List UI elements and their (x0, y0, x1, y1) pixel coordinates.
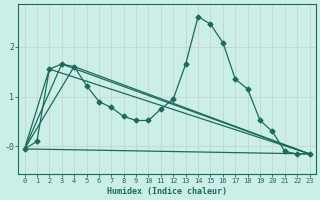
X-axis label: Humidex (Indice chaleur): Humidex (Indice chaleur) (107, 187, 227, 196)
